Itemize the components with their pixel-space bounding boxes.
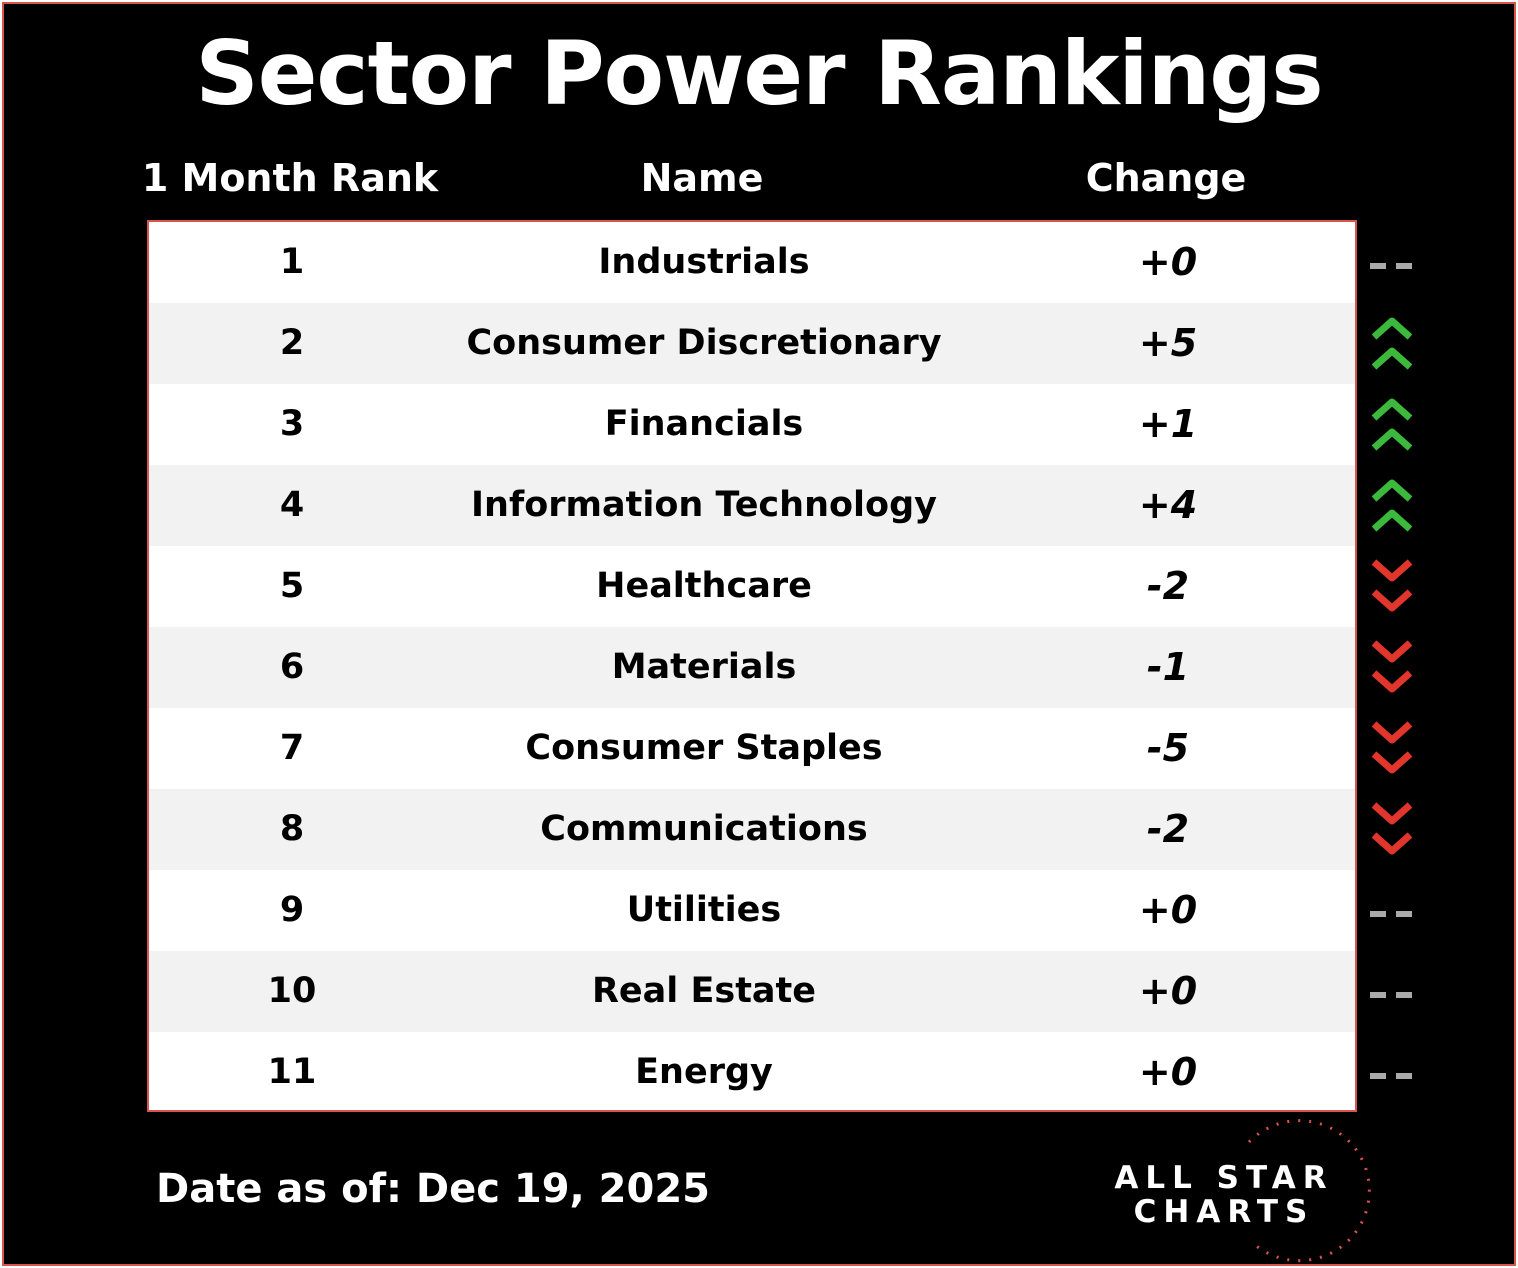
trend-down <box>1371 832 1413 855</box>
trend-down <box>1371 721 1413 744</box>
table-cell: -1 <box>1146 645 1190 689</box>
trend-up <box>1371 347 1413 370</box>
trend-up <box>1371 398 1413 421</box>
trend-down <box>1371 640 1413 663</box>
table-row: 10 Real Estate +0 <box>149 951 1355 1032</box>
table-cell: Materials <box>611 647 797 687</box>
table-cell: 9 <box>279 890 305 930</box>
table-cell: Industrials <box>598 242 810 282</box>
table-row: 1 Industrials +0 <box>149 222 1355 303</box>
table-cell: 6 <box>279 647 305 687</box>
column-header: Change <box>1085 156 1247 200</box>
table-cell: Consumer Staples <box>525 728 883 768</box>
table-cell: +0 <box>1138 888 1198 932</box>
table-cell: Consumer Discretionary <box>466 323 942 363</box>
logo-text: ALL STAR <box>1114 1160 1334 1196</box>
trend-down <box>1371 670 1413 693</box>
table-cell: 1 <box>279 242 305 282</box>
trend-down <box>1371 559 1413 582</box>
trend-down <box>1371 802 1413 825</box>
column-header: Name <box>640 156 764 200</box>
table-cell: -2 <box>1146 807 1190 851</box>
trend-up <box>1371 428 1413 451</box>
trend-icons <box>1370 263 1413 1079</box>
column-header: 1 Month Rank <box>141 156 439 200</box>
table-cell: Communications <box>540 809 868 849</box>
table-cell: +5 <box>1138 321 1198 365</box>
table-cell: Energy <box>635 1052 773 1092</box>
trend-up <box>1371 509 1413 532</box>
trend-up <box>1371 479 1413 502</box>
table-cell: 4 <box>279 485 305 525</box>
table-cell: 2 <box>279 323 305 363</box>
table-cell: 11 <box>267 1052 317 1092</box>
trend-down <box>1371 751 1413 774</box>
table-row: 7 Consumer Staples -5 <box>149 708 1355 789</box>
table-cell: +0 <box>1138 1050 1198 1094</box>
table-row: 11 Energy +0 <box>149 1032 1355 1113</box>
table-cell: 8 <box>279 809 305 849</box>
table-cell: -5 <box>1146 726 1190 770</box>
table-cell: 5 <box>279 566 305 606</box>
table-cell: Healthcare <box>596 566 812 606</box>
table-cell: 3 <box>279 404 305 444</box>
table-cell: -2 <box>1146 564 1190 608</box>
trend-down <box>1371 589 1413 612</box>
table-row: 2 Consumer Discretionary +5 <box>149 303 1355 384</box>
trend-up <box>1371 317 1413 340</box>
table-cell: Real Estate <box>591 971 817 1011</box>
table-row: 5 Healthcare -2 <box>149 546 1355 627</box>
table-cell: Utilities <box>626 890 782 930</box>
table-cell: 10 <box>267 971 317 1011</box>
logo-text: CHARTS <box>1133 1194 1315 1230</box>
table-cell: +4 <box>1138 483 1198 527</box>
table-cell: +1 <box>1138 402 1198 446</box>
table-cell: Information Technology <box>471 485 937 525</box>
table-cell: 7 <box>279 728 305 768</box>
table-row: 3 Financials +1 <box>149 384 1355 465</box>
table-cell: +0 <box>1138 969 1198 1013</box>
table-row: 6 Materials -1 <box>149 627 1355 708</box>
title: Sector Power Rankings <box>195 22 1323 125</box>
table-row: 8 Communications -2 <box>149 789 1355 870</box>
table: 1 Industrials +0 2 Consumer Discretionary +5 3… <box>147 220 1357 1112</box>
table-row: 9 Utilities +0 <box>149 870 1355 951</box>
table-cell: +0 <box>1138 240 1198 284</box>
table-cell: Financials <box>604 404 804 444</box>
table-row: 4 Information Technology +4 <box>149 465 1355 546</box>
date: Date as of: Dec 19, 2025 <box>156 1166 710 1212</box>
